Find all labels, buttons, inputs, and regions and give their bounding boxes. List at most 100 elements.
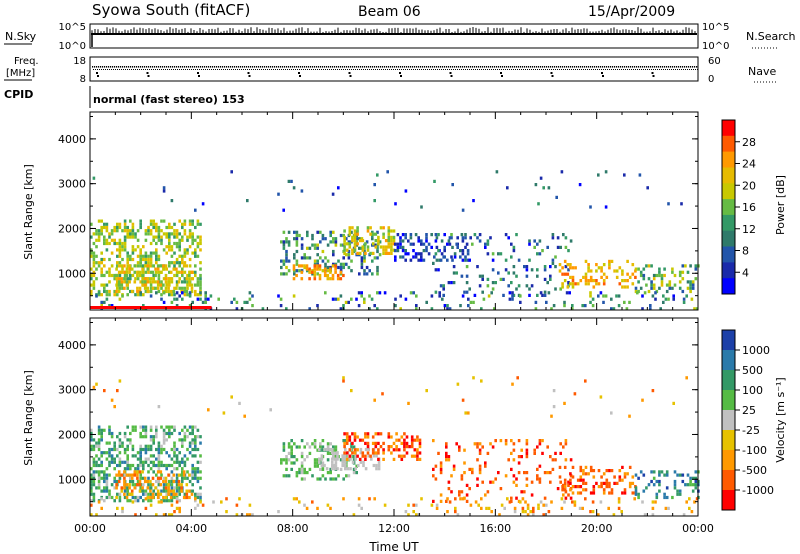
data-cell: [113, 229, 116, 233]
data-cell: [167, 473, 170, 477]
data-cell: [563, 478, 567, 482]
data-cell: [95, 229, 98, 233]
data-cell: [549, 277, 552, 281]
data-cell: [188, 451, 192, 455]
data-cell: [147, 457, 150, 461]
data-cell: [105, 289, 109, 294]
data-cell: [146, 280, 150, 284]
data-cell: [136, 277, 140, 281]
data-cell: [539, 291, 543, 295]
nave-point: [311, 69, 312, 70]
data-cell: [651, 506, 655, 510]
nave-point: [643, 69, 644, 70]
freq-point: [376, 66, 378, 68]
nave-point: [475, 69, 476, 70]
data-cell: [248, 291, 252, 295]
nave-point: [665, 69, 666, 70]
data-cell: [116, 454, 119, 458]
data-cell: [117, 470, 121, 474]
freq-point: [558, 66, 560, 68]
data-cell: [356, 229, 359, 233]
data-cell: [579, 465, 583, 469]
data-cell: [371, 435, 375, 439]
freq-point: [378, 66, 380, 68]
data-cell: [191, 470, 194, 474]
data-cell: [351, 432, 354, 436]
data-cell: [152, 273, 155, 278]
data-cell: [113, 277, 116, 281]
freq-point: [150, 66, 152, 68]
data-cell: [188, 257, 192, 262]
data-cell: [396, 242, 400, 246]
data-cell: [394, 249, 397, 253]
data-cell: [347, 240, 351, 244]
freq-point: [548, 66, 550, 68]
data-cell: [425, 389, 428, 393]
freq-point: [200, 66, 202, 68]
data-cell: [285, 272, 288, 276]
data-cell: [138, 286, 142, 290]
data-cell: [342, 265, 345, 270]
data-cell: [343, 229, 346, 233]
nave-point: [593, 69, 594, 70]
data-cell: [92, 479, 96, 484]
data-cell: [173, 425, 176, 429]
nave-point: [339, 69, 340, 70]
data-cell: [357, 291, 361, 295]
data-cell: [129, 235, 132, 239]
data-cell: [378, 240, 382, 244]
data-cell: [196, 254, 200, 258]
data-cell: [139, 425, 142, 429]
nave-point: [537, 69, 538, 70]
freq-point: [654, 66, 656, 68]
data-cell: [329, 267, 332, 271]
data-cell: [356, 454, 359, 458]
data-cell: [279, 297, 283, 301]
nave-point: [441, 69, 442, 70]
data-cell: [526, 513, 530, 517]
data-cell: [178, 431, 181, 436]
freq-point: [624, 66, 626, 68]
data-cell: [650, 280, 653, 284]
data-cell: [318, 273, 322, 278]
data-cell: [621, 491, 624, 495]
data-cell: [461, 258, 465, 262]
freq-point: [418, 66, 420, 68]
data-cell: [155, 435, 158, 439]
data-cell: [117, 277, 121, 281]
data-cell: [319, 467, 322, 471]
freq-point: [114, 66, 116, 68]
data-cell: [432, 261, 435, 265]
data-cell: [165, 232, 168, 236]
nave-point: [243, 69, 244, 70]
data-cell: [173, 454, 176, 458]
x-tick-label: 04:00: [175, 522, 207, 535]
data-cell: [144, 270, 148, 274]
data-cell: [584, 481, 588, 485]
freq-point: [484, 66, 486, 68]
data-cell: [551, 458, 555, 462]
freq-point: [250, 66, 252, 68]
data-cell: [123, 241, 127, 246]
data-cell: [348, 448, 352, 452]
data-cell: [376, 249, 379, 254]
data-cell: [460, 233, 464, 237]
colorbar-swatch: [722, 450, 735, 471]
freq-point: [476, 66, 478, 68]
data-cell: [113, 479, 116, 484]
data-cell: [626, 472, 629, 476]
data-cell: [472, 199, 475, 203]
data-cell: [113, 499, 116, 503]
freq-tick-bottom: 8: [80, 74, 86, 85]
data-cell: [108, 431, 111, 436]
data-cell: [549, 455, 552, 459]
data-cell: [300, 467, 304, 471]
data-cell: [212, 500, 215, 504]
data-cell: [364, 251, 367, 255]
data-cell: [451, 245, 454, 249]
data-cell: [439, 499, 443, 503]
data-cell: [100, 497, 103, 501]
data-cell: [194, 293, 197, 297]
data-cell: [515, 483, 518, 487]
data-cell: [374, 441, 378, 445]
